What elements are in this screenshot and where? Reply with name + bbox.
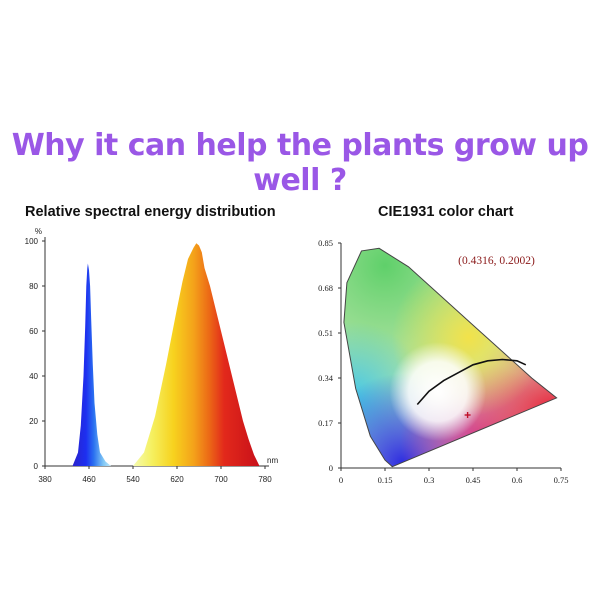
x-tick-label: 620 [170,475,184,484]
planckian-locus-curve [416,358,527,406]
x-tick-label: 380 [38,475,52,484]
x-tick-label: 0.6 [512,475,523,485]
x-tick-label: 700 [214,475,228,484]
cie-chart: 0 0.17 0.34 0.51 0.68 0.85 0 0.15 0.3 0.45 0.6 0.75… [318,238,568,485]
y-tick-label: 0.68 [318,283,333,293]
y-tick-label: 0.85 [318,238,333,248]
gamut-color-layer [343,248,557,467]
x-tick-label: 0.15 [378,475,393,485]
coordinate-annotation: (0.4316, 0.2002) [458,255,535,267]
x-tick-label: 0.3 [424,475,435,485]
warm-emission-peak [133,243,260,466]
spectral-locus-outline [343,247,558,468]
y-tick-label: 100 [25,237,39,246]
x-tick-label: 540 [126,475,140,484]
color-gamut-fill [343,248,557,467]
y-tick-label: 60 [29,327,38,336]
y-tick-label: 20 [29,417,38,426]
y-tick-label: 80 [29,282,38,291]
y-tick-label: 0.34 [318,373,334,383]
y-tick-label: 0 [329,463,333,473]
y-tick-label: 40 [29,372,38,381]
blue-emission-peak [72,263,111,466]
x-unit-label: nm [267,456,278,465]
y-tick-label: 0 [34,462,39,471]
y-unit-label: % [35,227,42,236]
y-tick-label: 0.51 [318,328,333,338]
x-tick-label: 780 [258,475,272,484]
x-tick-label: 0 [339,475,343,485]
spectrum-chart-title: Relative spectral energy distribution [25,204,276,220]
spectrum-chart: 0 20 40 60 80 100 380 460 540 620 700 780% nm [25,227,279,484]
y-tick-label: 0.17 [318,418,333,428]
x-tick-label: 0.75 [554,475,569,485]
headline: Why it can help the plants grow up well … [11,128,589,198]
x-tick-label: 0.45 [466,475,481,485]
cie-chart-title: CIE1931 color chart [378,204,514,220]
x-tick-label: 460 [82,475,96,484]
